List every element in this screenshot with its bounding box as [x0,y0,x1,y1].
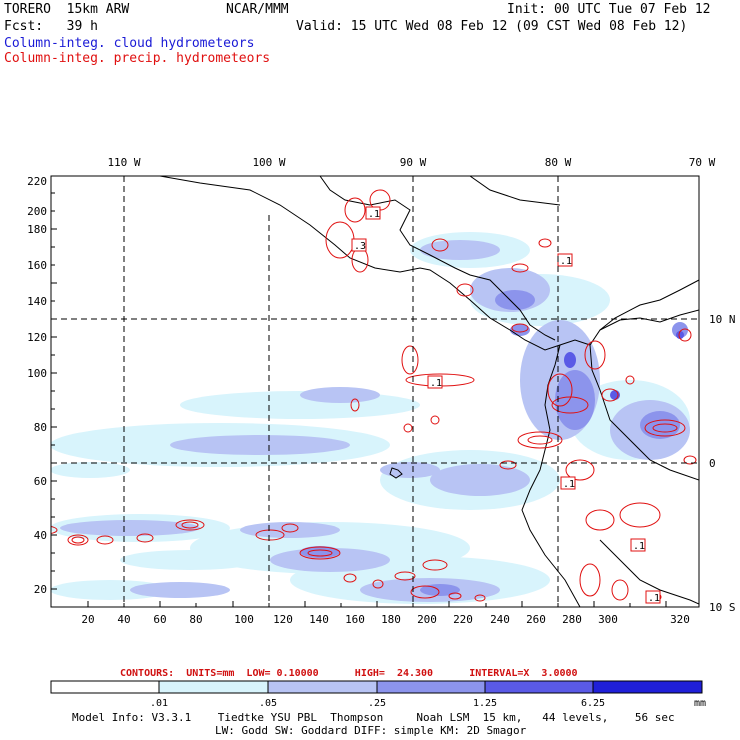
x-tick-label: 160 [345,613,365,626]
init-time: Init: 00 UTC Tue 07 Feb 12 [507,2,711,17]
x-tick-label: 280 [562,613,582,626]
y-tick-label: 160 [27,259,47,272]
y-tick-label: 220 [27,175,47,188]
y-tick-label: 60 [34,475,47,488]
x-tick-label: 140 [309,613,329,626]
scale-label: 1.25 [473,698,497,709]
contour-label: .1 [633,541,645,552]
y-tick-label: 120 [27,331,47,344]
y-tick-label: 180 [27,223,47,236]
contour-label: .1 [560,256,572,267]
field-precip-label: Column-integ. precip. hydrometeors [4,51,271,66]
y-tick-label: 140 [27,295,47,308]
scale-labels: .01 .05 .25 1.25 6.25 mm [150,698,706,709]
org-label: NCAR/MMM [226,2,289,17]
y-tick-label: 200 [27,205,47,218]
precip-contours [51,189,697,602]
x-tick-label: 40 [117,613,130,626]
y-tick-label: 80 [34,421,47,434]
scale-label: 6.25 [581,698,605,709]
x-tick-label: 240 [490,613,510,626]
lon-label: 110 W [107,156,140,169]
x-tick-label: 80 [189,613,202,626]
lat-label: 10 S [709,601,736,614]
contour-label: .1 [648,593,660,604]
lon-label: 80 W [545,156,572,169]
axis-labels: 20 40 60 80 100 120 140 160 180 200 220 … [27,156,735,626]
x-tick-label: 220 [453,613,473,626]
axis-ticks [51,192,667,607]
coastline [159,176,699,607]
scale-units: mm [694,698,706,709]
contour-label: .1 [563,479,575,490]
valid-time: Valid: 15 UTC Wed 08 Feb 12 (09 CST Wed … [296,19,688,34]
x-tick-label: 120 [273,613,293,626]
x-tick-label: 260 [526,613,546,626]
scale-label: .05 [259,698,277,709]
y-tick-label: 100 [27,367,47,380]
scale-label: .25 [368,698,386,709]
contours-info: CONTOURS: UNITS=mm LOW= 0.10000 HIGH= 24… [120,668,578,679]
lon-label: 70 W [689,156,716,169]
y-tick-label: 40 [34,529,47,542]
x-tick-label: 180 [381,613,401,626]
lat-label: 0 [709,457,716,470]
color-scale-bar [50,680,703,694]
hydrometeor-field [51,232,690,604]
contour-label: .1 [430,378,442,389]
lat-label: 10 N [709,313,736,326]
contour-label-boxes: .1 .3 .1 .1 .1 .1 .1 [351,206,661,604]
x-tick-label: 60 [153,613,166,626]
contour-label: .1 [368,209,380,220]
y-tick-label: 20 [34,583,47,596]
x-tick-label: 20 [81,613,94,626]
scale-label: .01 [150,698,168,709]
latlon-grid [51,176,699,607]
x-tick-label: 320 [670,613,690,626]
x-tick-label: 300 [598,613,618,626]
contour-label: .3 [354,241,366,252]
model-info-line2: LW: Godd SW: Goddard DIFF: simple KM: 2D… [215,724,527,737]
forecast-hour: Fcst: 39 h [4,19,98,34]
x-tick-label: 100 [234,613,254,626]
model-title: TORERO 15km ARW [4,2,130,17]
x-tick-label: 200 [417,613,437,626]
lon-label: 90 W [400,156,427,169]
field-cloud-label: Column-integ. cloud hydrometeors [4,36,255,51]
model-info-line1: Model Info: V3.3.1 Tiedtke YSU PBL Thomp… [72,711,675,724]
lon-label: 100 W [252,156,285,169]
